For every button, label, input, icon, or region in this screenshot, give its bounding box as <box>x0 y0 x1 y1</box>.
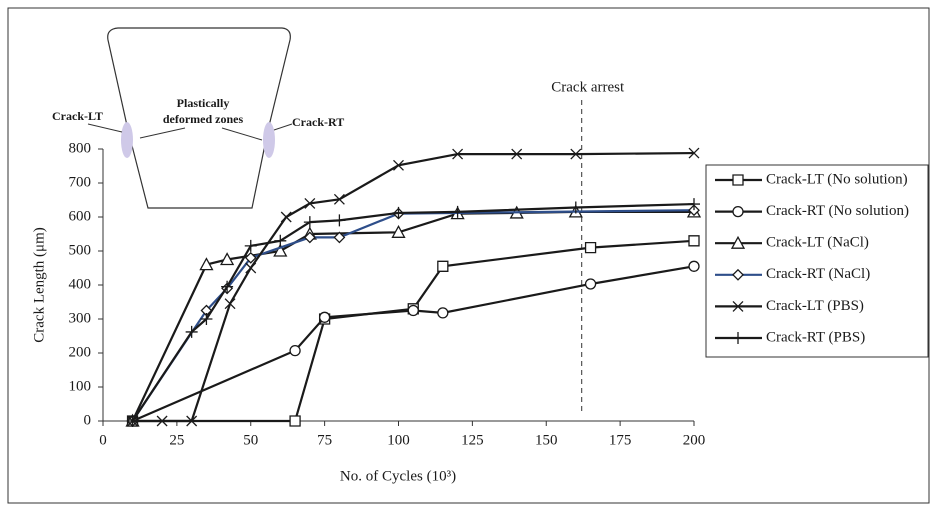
leader <box>273 123 293 131</box>
x-tick-label: 75 <box>317 432 332 448</box>
arrow <box>139 127 186 139</box>
marker <box>688 147 700 159</box>
marker <box>452 148 464 160</box>
leader <box>87 123 123 133</box>
marker <box>289 345 301 357</box>
marker <box>304 197 316 209</box>
x-axis-label: No. of Cycles (10³) <box>340 468 456 484</box>
marker <box>584 278 597 290</box>
marker <box>569 201 582 214</box>
y-tick-label: 400 <box>69 276 92 292</box>
marker <box>185 325 198 338</box>
legend-marker <box>730 235 746 249</box>
y-tick-label: 600 <box>69 208 92 224</box>
x-tick-label: 0 <box>99 432 107 448</box>
y-tick-label: 100 <box>69 378 92 394</box>
marker <box>303 216 316 229</box>
arrow <box>221 127 263 141</box>
marker <box>407 304 419 317</box>
marker <box>244 251 257 264</box>
marker <box>511 148 523 160</box>
marker <box>437 307 449 319</box>
marker <box>221 280 234 293</box>
legend-marker <box>732 332 744 344</box>
series-line <box>131 202 695 422</box>
marker <box>318 311 331 323</box>
marker <box>688 235 700 247</box>
marker <box>688 198 700 211</box>
inset-label: Crack-RT <box>292 115 344 129</box>
marker <box>289 415 301 427</box>
marker <box>273 243 288 257</box>
marker <box>451 205 464 218</box>
marker <box>245 262 257 274</box>
y-tick-label: 200 <box>69 344 92 360</box>
x-tick-label: 50 <box>243 432 258 448</box>
x-tick-label: 125 <box>461 432 484 448</box>
marker <box>392 206 405 219</box>
marker <box>570 148 582 160</box>
marker <box>303 231 316 244</box>
marker <box>393 159 404 171</box>
y-tick-label: 700 <box>69 174 92 190</box>
legend-label: Crack-LT (PBS) <box>766 298 864 314</box>
zone-right <box>263 122 275 158</box>
series-line <box>132 239 695 423</box>
marker <box>200 313 213 325</box>
x-tick-label: 25 <box>169 432 184 448</box>
x-tick-label: 200 <box>683 432 706 448</box>
marker <box>220 252 235 266</box>
legend-label: Crack-RT (NaCl) <box>766 266 870 282</box>
legend-label: Crack-RT (No solution) <box>766 203 909 219</box>
marker <box>391 224 406 238</box>
inset-label: Crack-LT <box>52 109 103 123</box>
legend-marker <box>732 174 744 186</box>
marker <box>199 257 214 271</box>
marker <box>244 239 257 252</box>
legend-marker <box>732 300 744 312</box>
inset-label: deformed zones <box>163 112 244 126</box>
marker <box>126 415 139 427</box>
series-line <box>131 209 695 422</box>
marker <box>333 193 345 205</box>
zone-left <box>121 122 133 158</box>
marker <box>688 204 700 217</box>
marker <box>333 231 346 244</box>
annotation: Crack arrest <box>551 79 625 95</box>
legend-label: Crack-LT (No solution) <box>766 171 908 187</box>
specimen-outline <box>107 27 291 209</box>
marker <box>688 260 700 272</box>
marker <box>186 415 198 427</box>
legend <box>705 164 929 358</box>
legend-label: Crack-RT (PBS) <box>766 329 865 345</box>
legend-label: Crack-LT (NaCl) <box>766 235 869 251</box>
x-tick-label: 100 <box>387 432 410 448</box>
x-tick-label: 150 <box>535 432 558 448</box>
y-tick-label: 800 <box>69 140 92 156</box>
marker <box>333 214 346 227</box>
marker <box>274 234 287 247</box>
series-line <box>131 210 694 422</box>
marker <box>584 241 597 254</box>
inset-label: Plastically <box>177 96 230 110</box>
marker <box>224 298 236 310</box>
frame <box>7 7 930 504</box>
inset: Plastically deformed zones Crack-LT Crac… <box>52 27 344 209</box>
y-tick-label: 0 <box>84 412 92 428</box>
legend-marker <box>732 268 744 281</box>
marker <box>156 415 168 427</box>
y-axis-label: Crack Length (μm) <box>31 227 47 343</box>
y-tick-label: 500 <box>69 242 92 258</box>
x-tick-label: 175 <box>609 432 632 448</box>
marker <box>437 260 449 272</box>
marker <box>280 211 292 223</box>
y-tick-label: 300 <box>69 310 92 326</box>
legend-marker <box>732 206 744 218</box>
